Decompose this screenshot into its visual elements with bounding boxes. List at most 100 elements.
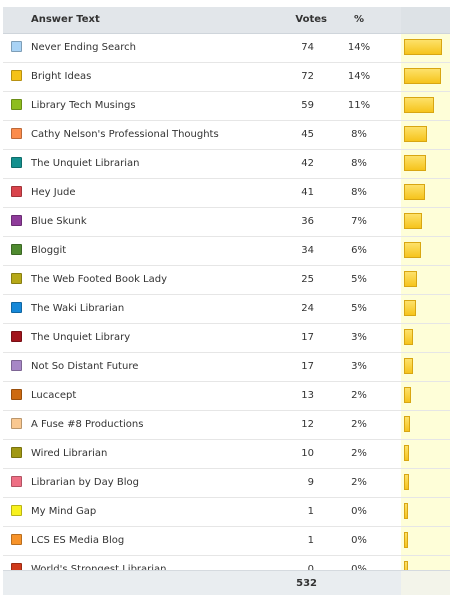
vote-count: 42 — [301, 158, 314, 169]
total-votes: 532 — [296, 578, 317, 589]
vote-count: 24 — [301, 303, 314, 314]
answer-text: Wired Librarian — [31, 448, 108, 459]
answer-text: Librarian by Day Blog — [31, 477, 139, 488]
vote-bar — [404, 97, 434, 113]
vote-bar — [404, 39, 442, 55]
vote-count: 1 — [307, 535, 314, 546]
table-row: Library Tech Musings 59 11% — [3, 92, 450, 121]
results-list: Never Ending Search 74 14% Bright Ideas 72 14… — [3, 34, 450, 585]
table-row: Bright Ideas 72 14% — [3, 63, 450, 92]
vote-percent: 5% — [351, 303, 367, 314]
answer-text: The Unquiet Library — [31, 332, 131, 343]
answer-text: Bloggit — [31, 245, 67, 256]
bar-cell — [401, 266, 450, 294]
answer-column-header: Answer Text — [31, 14, 100, 25]
vote-count: 1 — [307, 506, 314, 517]
vote-percent: 2% — [351, 448, 367, 459]
answer-text: My Mind Gap — [31, 506, 97, 517]
vote-bar — [404, 387, 411, 403]
table-row: Hey Jude 41 8% — [3, 179, 450, 208]
bar-cell — [401, 34, 450, 62]
answer-text: A Fuse #8 Productions — [31, 419, 144, 430]
bar-cell — [401, 411, 450, 439]
answer-text: Never Ending Search — [31, 42, 136, 53]
bar-cell — [401, 150, 450, 178]
color-swatch-icon — [11, 273, 22, 284]
vote-percent: 0% — [351, 506, 367, 517]
vote-bar — [404, 416, 410, 432]
vote-bar — [404, 329, 413, 345]
vote-percent: 3% — [351, 361, 367, 372]
vote-percent: 0% — [339, 564, 379, 575]
color-swatch-icon — [11, 215, 22, 226]
footer-bar-cell — [401, 571, 450, 595]
table-row: My Mind Gap 1 0% — [3, 498, 450, 527]
table-row: Lucacept 13 2% — [3, 382, 450, 411]
bar-column-header — [401, 7, 450, 33]
color-swatch-icon — [11, 41, 22, 52]
vote-bar — [404, 532, 408, 548]
table-row: Wired Librarian 10 2% — [3, 440, 450, 469]
answer-text: Blue Skunk — [31, 216, 87, 227]
vote-count: 12 — [301, 419, 314, 430]
vote-bar — [404, 213, 422, 229]
vote-bar — [404, 503, 408, 519]
bar-cell — [401, 179, 450, 207]
bar-cell — [401, 208, 450, 236]
vote-percent: 5% — [351, 274, 367, 285]
color-swatch-icon — [11, 186, 22, 197]
vote-percent: 14% — [347, 71, 371, 82]
table-row: Librarian by Day Blog 9 2% — [3, 469, 450, 498]
bar-cell — [401, 237, 450, 265]
vote-percent: 3% — [351, 332, 367, 343]
color-swatch-icon — [11, 534, 22, 545]
percent-column-header: % — [353, 14, 365, 25]
answer-text: LCS ES Media Blog — [31, 535, 125, 546]
vote-percent: 7% — [351, 216, 367, 227]
answer-text: World's Strongest Librarian — [31, 564, 167, 575]
bar-cell — [401, 63, 450, 91]
vote-count: 41 — [301, 187, 314, 198]
table-row: Cathy Nelson's Professional Thoughts 45 8% — [3, 121, 450, 150]
color-swatch-icon — [11, 302, 22, 313]
color-swatch-icon — [11, 447, 22, 458]
table-header: Answer Text Votes % — [3, 7, 450, 34]
bar-cell — [401, 382, 450, 410]
vote-bar — [404, 300, 416, 316]
vote-percent: 0% — [351, 535, 367, 546]
table-row: The Unquiet Library 17 3% — [3, 324, 450, 353]
vote-bar — [404, 242, 421, 258]
table-row: Bloggit 34 6% — [3, 237, 450, 266]
votes-column-header: Votes — [295, 14, 327, 25]
vote-percent: 11% — [347, 100, 371, 111]
bar-cell — [401, 527, 450, 555]
color-swatch-icon — [11, 389, 22, 400]
vote-percent: 8% — [351, 187, 367, 198]
vote-bar — [404, 155, 426, 171]
table-row: The Waki Librarian 24 5% — [3, 295, 450, 324]
answer-text: Hey Jude — [31, 187, 76, 198]
table-row: Not So Distant Future 17 3% — [3, 353, 450, 382]
color-swatch-icon — [11, 418, 22, 429]
vote-count: 13 — [301, 390, 314, 401]
bar-cell — [401, 498, 450, 526]
table-row: Blue Skunk 36 7% — [3, 208, 450, 237]
color-swatch-icon — [11, 476, 22, 487]
bar-cell — [401, 353, 450, 381]
answer-text: The Unquiet Librarian — [31, 158, 140, 169]
bar-cell — [401, 324, 450, 352]
vote-count: 36 — [301, 216, 314, 227]
vote-count: 17 — [301, 332, 314, 343]
table-row: A Fuse #8 Productions 12 2% — [3, 411, 450, 440]
answer-text: Cathy Nelson's Professional Thoughts — [31, 129, 219, 140]
table-row: The Unquiet Librarian 42 8% — [3, 150, 450, 179]
vote-count: 34 — [301, 245, 314, 256]
color-swatch-icon — [11, 128, 22, 139]
vote-percent: 8% — [351, 129, 367, 140]
vote-bar — [404, 271, 417, 287]
bar-cell — [401, 295, 450, 323]
table-row: Never Ending Search 74 14% — [3, 34, 450, 63]
color-swatch-icon — [11, 331, 22, 342]
color-swatch-icon — [11, 244, 22, 255]
